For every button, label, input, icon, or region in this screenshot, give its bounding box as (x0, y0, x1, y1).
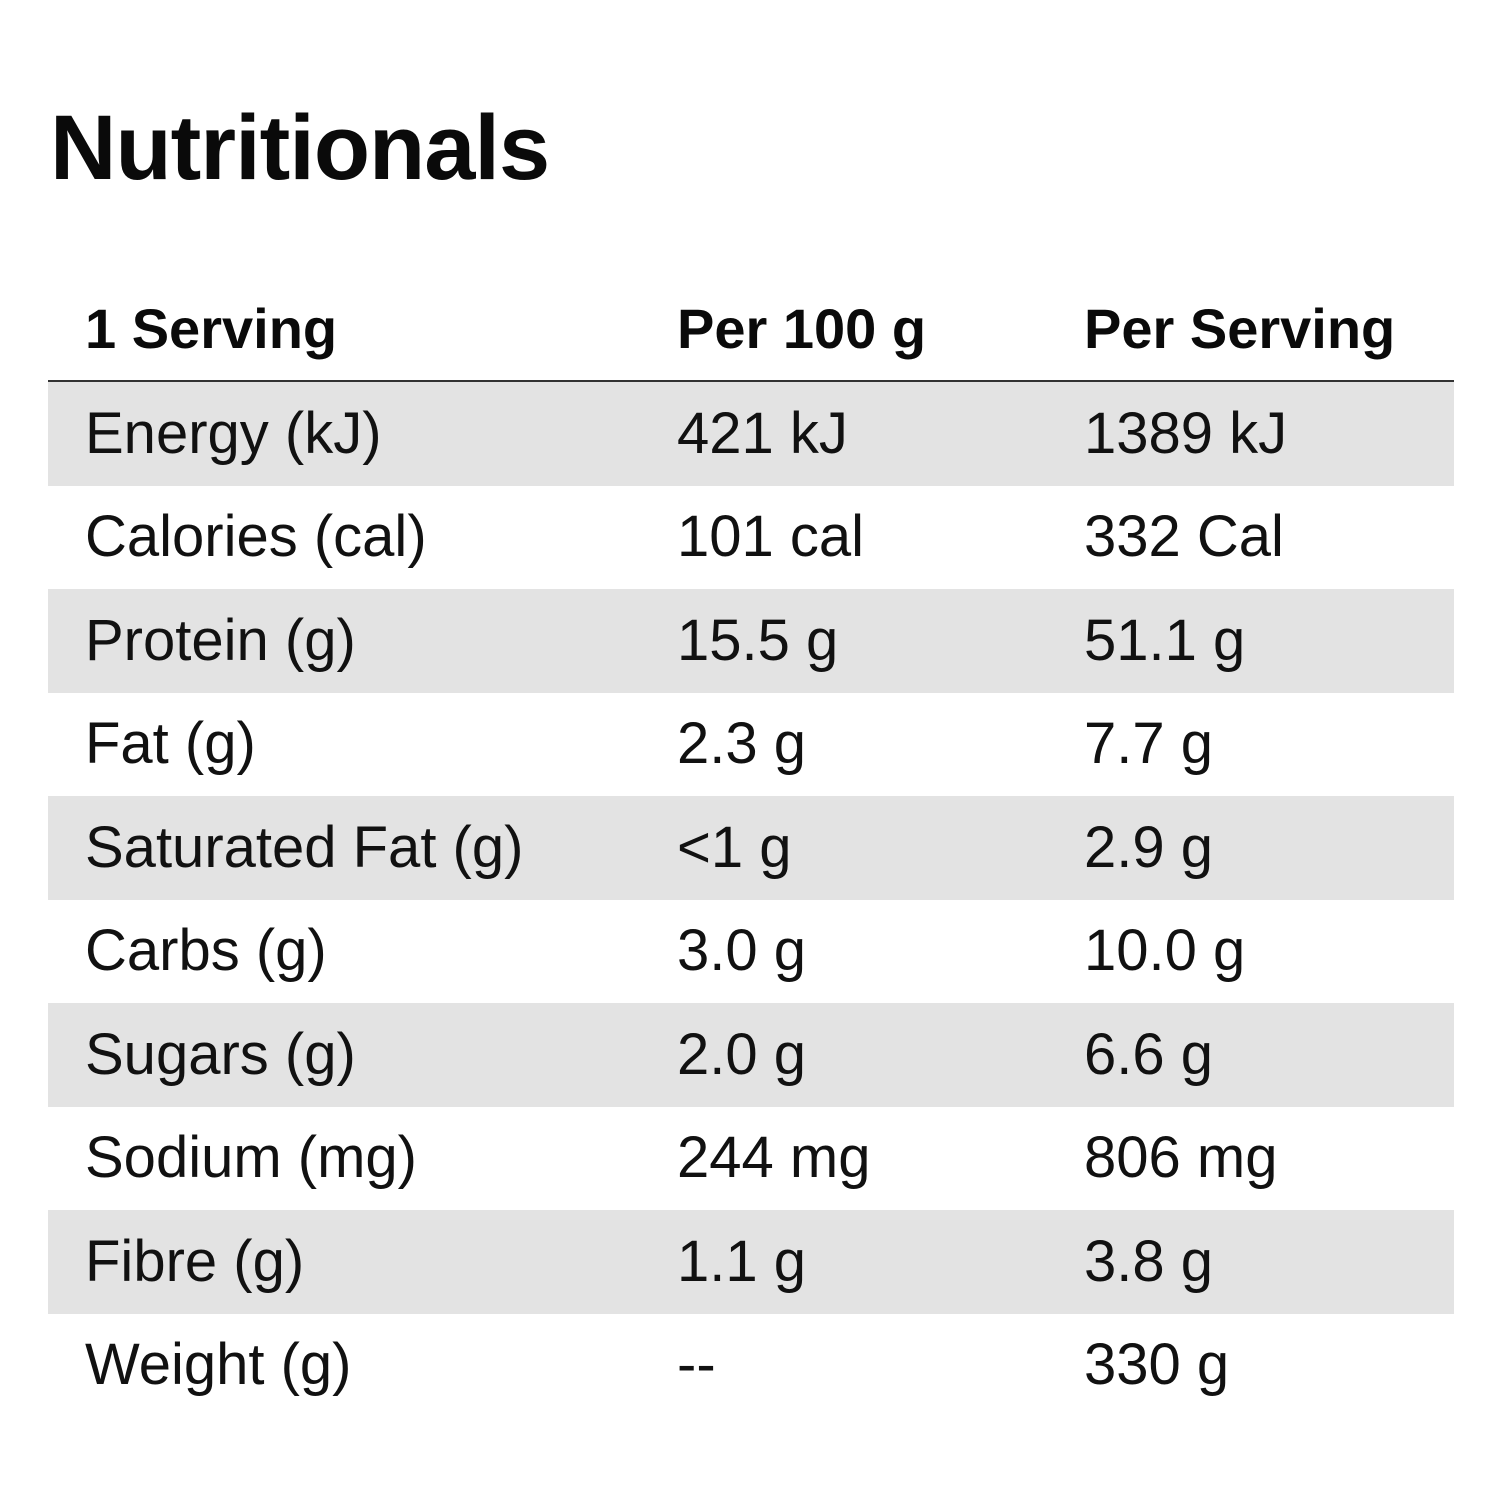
value-per-100g: -- (677, 1332, 716, 1398)
header-serving: 1 Serving (85, 297, 338, 360)
value-per-100g: 3.0 g (677, 918, 806, 984)
table-row: Sodium (mg) 244 mg 806 mg (48, 1107, 1454, 1211)
table-body: Energy (kJ) 421 kJ 1389 kJ Calories (cal) 10… (48, 382, 1454, 1417)
table-row: Sugars (g) 2.0 g 6.6 g (48, 1003, 1454, 1107)
value-per-100g: 101 cal (677, 504, 865, 570)
value-per-serving: 7.7 g (1084, 711, 1213, 777)
nutrient-label: Carbs (g) (85, 918, 327, 984)
nutrition-table: 1 Serving Per 100 g Per Serving Energy (… (48, 278, 1454, 1417)
value-per-100g: <1 g (677, 814, 792, 880)
value-per-serving: 3.8 g (1084, 1228, 1213, 1294)
value-per-100g: 2.0 g (677, 1021, 806, 1087)
value-per-100g: 15.5 g (677, 607, 839, 673)
nutrient-label: Fat (g) (85, 711, 256, 777)
value-per-100g: 2.3 g (677, 711, 806, 777)
table-header-row: 1 Serving Per 100 g Per Serving (48, 278, 1454, 382)
header-per-serving: Per Serving (1084, 297, 1396, 360)
table-row: Energy (kJ) 421 kJ 1389 kJ (48, 382, 1454, 486)
table-row: Weight (g) -- 330 g (48, 1314, 1454, 1418)
nutrient-label: Protein (g) (85, 607, 356, 673)
nutrient-label: Sugars (g) (85, 1021, 356, 1087)
table-row: Protein (g) 15.5 g 51.1 g (48, 589, 1454, 693)
table-row: Fibre (g) 1.1 g 3.8 g (48, 1210, 1454, 1314)
value-per-100g: 421 kJ (677, 400, 848, 466)
value-per-serving: 51.1 g (1084, 607, 1246, 673)
table-row: Saturated Fat (g) <1 g 2.9 g (48, 796, 1454, 900)
table-row: Carbs (g) 3.0 g 10.0 g (48, 900, 1454, 1004)
value-per-serving: 806 mg (1084, 1125, 1278, 1191)
value-per-serving: 10.0 g (1084, 918, 1246, 984)
value-per-100g: 1.1 g (677, 1228, 806, 1294)
nutrient-label: Sodium (mg) (85, 1125, 417, 1191)
value-per-serving: 6.6 g (1084, 1021, 1213, 1087)
header-per-100g: Per 100 g (677, 297, 927, 360)
table-row: Calories (cal) 101 cal 332 Cal (48, 486, 1454, 590)
nutrient-label: Energy (kJ) (85, 400, 382, 466)
value-per-serving: 1389 kJ (1084, 400, 1288, 466)
nutrient-label: Calories (cal) (85, 504, 427, 570)
table-row: Fat (g) 2.3 g 7.7 g (48, 693, 1454, 797)
value-per-serving: 330 g (1084, 1332, 1230, 1398)
nutrient-label: Weight (g) (85, 1332, 352, 1398)
value-per-serving: 332 Cal (1084, 504, 1284, 570)
value-per-serving: 2.9 g (1084, 814, 1213, 880)
nutrient-label: Fibre (g) (85, 1228, 305, 1294)
nutrient-label: Saturated Fat (g) (85, 814, 524, 880)
value-per-100g: 244 mg (677, 1125, 871, 1191)
page-title: Nutritionals (50, 97, 550, 199)
